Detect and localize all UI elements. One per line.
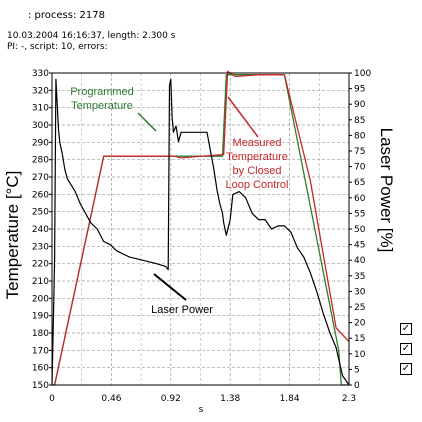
y2-tick-label: 50 [354, 225, 366, 235]
y2-tick-label: 80 [354, 131, 366, 141]
laser-power-pointer [153, 273, 187, 301]
laser-power-line [51, 78, 350, 386]
y2-tick-label: 90 [354, 100, 366, 110]
y2-tick-label: 85 [354, 116, 365, 126]
y2-tick-label: 15 [354, 334, 365, 344]
x-tick-label: 0.92 [161, 394, 181, 404]
y2-tick-label: 0 [354, 381, 360, 391]
y2-tick-label: 60 [354, 194, 366, 204]
y-tick-label: 170 [32, 346, 49, 356]
y2-tick-label: 75 [354, 147, 365, 157]
y2-tick-label: 65 [354, 178, 365, 188]
y-axis-label: Temperature [°C] [3, 171, 22, 300]
y-tick-label: 280 [32, 156, 49, 166]
programmed-temperature-annotation: Temperature [71, 100, 133, 112]
series-checkbox-2[interactable]: ✓ [400, 343, 412, 355]
y2-tick-label: 25 [354, 303, 365, 313]
series-checkbox-3[interactable]: ✓ [400, 363, 412, 375]
y2-tick-label: 30 [354, 287, 366, 297]
y2-tick-label: 20 [354, 319, 366, 329]
process-label: : process: 2178 [28, 10, 105, 21]
x-axis-label: s [199, 405, 204, 415]
chart-series [51, 70, 350, 386]
y-tick-label: 190 [32, 312, 49, 322]
y2-tick-label: 70 [354, 163, 366, 173]
y2-tick-label: 45 [354, 241, 365, 251]
y2-tick-label: 95 [354, 85, 365, 95]
measured-temperature-annotation: by Closed [233, 165, 282, 177]
y-tick-label: 240 [32, 225, 49, 235]
measured-temperature-line [52, 70, 350, 386]
y-tick-label: 200 [32, 294, 49, 304]
x-tick-label: 0.46 [101, 394, 121, 404]
y-tick-label: 180 [32, 329, 49, 339]
y2-tick-label: 100 [354, 69, 371, 79]
x-tick-label: 1.38 [220, 394, 240, 404]
y2-axis-label: Laser Power [%] [377, 128, 396, 253]
programmed-temperature-annotation: Programmed [70, 86, 134, 98]
y-tick-label: 270 [32, 173, 49, 183]
y-tick-label: 230 [32, 242, 49, 252]
series-checkbox-1[interactable]: ✓ [400, 323, 412, 335]
measured-temperature-pointer [227, 96, 259, 138]
y2-tick-label: 55 [354, 209, 365, 219]
y-tick-label: 220 [32, 260, 49, 270]
y2-tick-label: 40 [354, 256, 366, 266]
x-tick-label: 0 [49, 394, 55, 404]
measured-temperature-annotation: Temperature [226, 151, 288, 163]
y-tick-label: 320 [32, 86, 49, 96]
x-tick-label: 2.3 [342, 394, 356, 404]
y-tick-label: 310 [32, 104, 49, 114]
recording-info: 10.03.2004 16:16:37, length: 2.300 s [7, 31, 176, 41]
y-tick-label: 260 [32, 190, 49, 200]
y-tick-label: 300 [32, 121, 49, 131]
programmed-temperature-pointer [137, 112, 157, 132]
y-tick-label: 290 [32, 138, 49, 148]
status-info: PI: -, script: 10, errors: [7, 42, 108, 52]
y2-tick-label: 35 [354, 272, 365, 282]
measured-temperature-annotation: Loop Control [226, 179, 289, 191]
laser-power-annotation: Laser Power [151, 304, 213, 316]
measured-temperature-annotation: Measured [233, 137, 282, 149]
y-tick-label: 160 [32, 364, 49, 374]
x-tick-label: 1.84 [280, 394, 300, 404]
y-tick-label: 210 [32, 277, 49, 287]
y-tick-label: 250 [32, 208, 49, 218]
y-tick-label: 330 [32, 69, 49, 79]
y2-tick-label: 10 [354, 350, 366, 360]
y2-tick-label: 5 [354, 365, 360, 375]
chart-ticks: 1501601701801902002102202302402502602702… [32, 69, 372, 404]
chart-annotations: Programmed Temperature Measured Temperature… [70, 86, 288, 316]
y-tick-label: 150 [32, 381, 49, 391]
